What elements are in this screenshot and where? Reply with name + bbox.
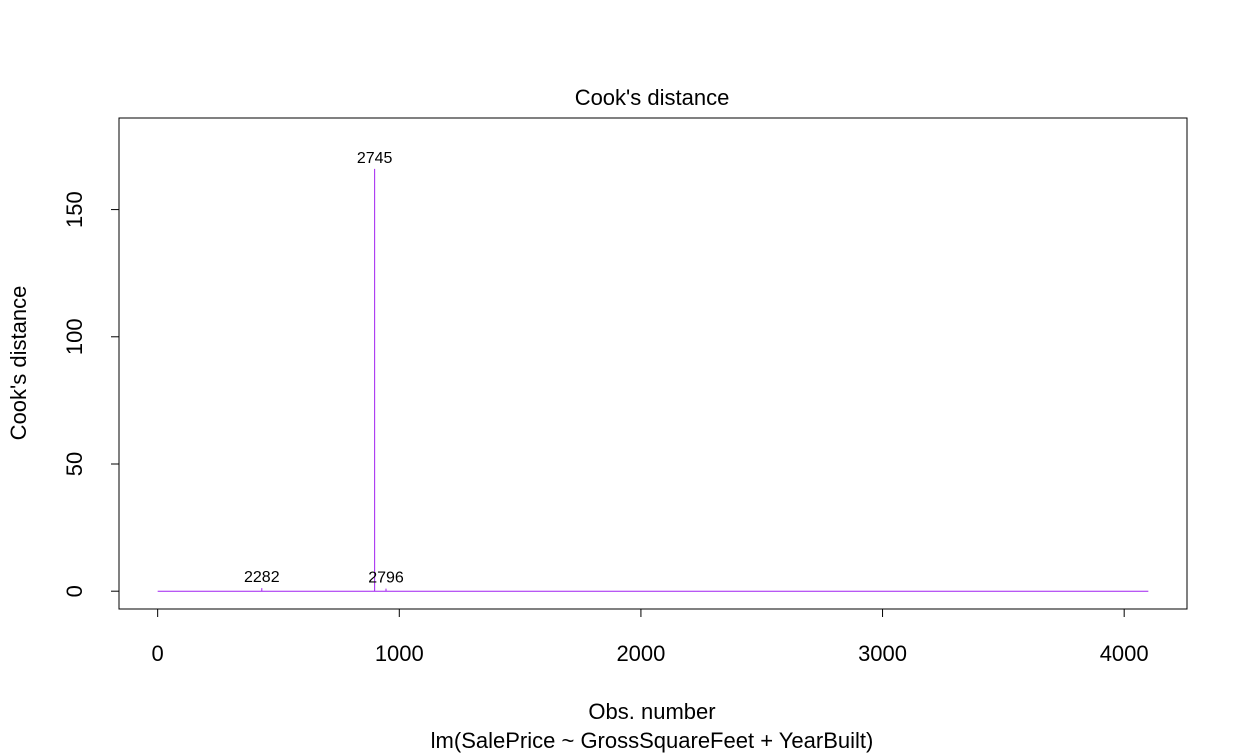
chart-title: Cook's distance bbox=[575, 85, 730, 110]
y-tick-label: 0 bbox=[62, 585, 87, 597]
y-axis: 0 50 100 150 bbox=[62, 191, 120, 597]
x-tick-label: 0 bbox=[152, 641, 164, 666]
point-label: 2796 bbox=[368, 570, 404, 587]
model-caption: lm(SalePrice ~ GrossSquareFeet + YearBui… bbox=[431, 728, 874, 753]
x-axis: 0 1000 2000 3000 4000 bbox=[152, 608, 1149, 666]
x-tick-label: 3000 bbox=[858, 641, 907, 666]
x-axis-label: Obs. number bbox=[588, 699, 715, 724]
y-tick-label: 100 bbox=[62, 318, 87, 355]
point-label: 2282 bbox=[244, 569, 280, 586]
y-axis-label: Cook's distance bbox=[6, 286, 31, 441]
x-tick-label: 1000 bbox=[375, 641, 424, 666]
chart-marks bbox=[157, 168, 1149, 592]
y-tick-label: 50 bbox=[62, 452, 87, 476]
x-tick-label: 4000 bbox=[1100, 641, 1149, 666]
x-tick-label: 2000 bbox=[616, 641, 665, 666]
point-labels: 2282 2745 2796 bbox=[244, 150, 404, 587]
point-label: 2745 bbox=[357, 150, 393, 167]
y-tick-label: 150 bbox=[62, 191, 87, 228]
